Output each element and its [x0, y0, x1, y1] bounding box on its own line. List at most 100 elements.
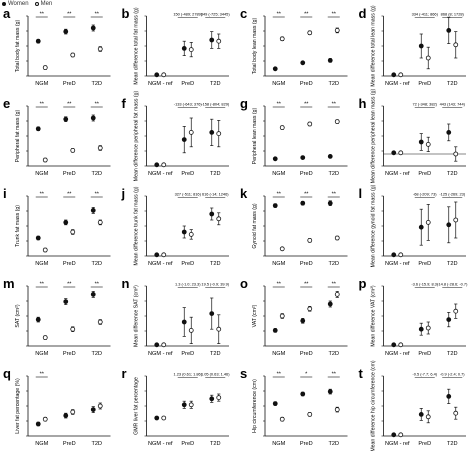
- point-men: [97, 219, 103, 225]
- point-men: [279, 416, 285, 422]
- sig-label: **: [304, 12, 309, 18]
- sig-label: **: [95, 12, 100, 18]
- point-men: [279, 246, 285, 252]
- point-women: [327, 58, 333, 63]
- point-women: [181, 46, 187, 51]
- point-men: [42, 335, 48, 341]
- annotation-label: 72 (-348; 382): [413, 102, 438, 107]
- sig-label: **: [332, 12, 337, 18]
- sig-label: *: [305, 372, 308, 378]
- sig-label: **: [332, 102, 337, 108]
- panel-label: k: [240, 186, 248, 201]
- sig-label: **: [277, 102, 282, 108]
- x-tick-label: NGM: [272, 261, 285, 267]
- panel-label: g: [240, 96, 248, 111]
- x-tick-label: PreD: [300, 351, 313, 357]
- point-women: [209, 211, 215, 217]
- point-men: [307, 30, 313, 36]
- x-tick-label: T2D: [328, 171, 339, 177]
- x-tick-label: PreD: [63, 441, 76, 447]
- point-men: [398, 432, 404, 438]
- y-axis-label: Total body fat mass (g): [15, 19, 21, 72]
- point-women: [90, 25, 96, 31]
- x-tick-label: PreD: [300, 261, 313, 267]
- point-men: [334, 27, 340, 33]
- point-women: [181, 229, 187, 235]
- point-men: [453, 217, 459, 223]
- point-men: [188, 402, 194, 408]
- y-axis-label: Mean difference hip circumference (cm): [371, 360, 377, 451]
- annotation-label: 19.5 (-0.9; 39.9): [201, 282, 229, 287]
- x-tick-label: NGM - ref: [385, 261, 410, 267]
- point-men: [334, 407, 340, 413]
- x-tick-label: NGM: [35, 171, 48, 177]
- point-men: [216, 38, 222, 44]
- x-tick-label: NGM - ref: [385, 171, 410, 177]
- x-tick-label: T2D: [328, 441, 339, 447]
- annotation-label: 616 (-14; 1246): [202, 192, 229, 197]
- x-tick-label: T2D: [328, 261, 339, 267]
- panel-q: q Liver fat percentage (%) NGM PreD T2D **: [3, 366, 111, 447]
- panel-label: l: [359, 186, 363, 201]
- x-tick-label: NGM - ref: [148, 81, 173, 87]
- x-tick-label: T2D: [328, 351, 339, 357]
- point-men: [161, 72, 167, 78]
- x-tick-label: NGM - ref: [385, 81, 410, 87]
- x-tick-label: T2D: [447, 441, 458, 447]
- point-men: [70, 409, 76, 415]
- y-axis-label: VAT (cm²): [252, 304, 258, 327]
- panel-l: l Mean difference gynoid fat mass (g) NGM …: [359, 184, 466, 267]
- x-tick-label: NGM: [272, 81, 285, 87]
- point-men: [216, 216, 222, 222]
- point-women: [300, 60, 306, 66]
- panel-label: r: [122, 366, 127, 381]
- point-men: [97, 403, 103, 409]
- point-women: [90, 115, 96, 121]
- point-men: [307, 121, 313, 127]
- panel-b: b Mean difference total fat mass (g) NGM -…: [122, 6, 231, 87]
- x-tick-label: T2D: [447, 171, 458, 177]
- point-men: [42, 247, 48, 253]
- point-men: [334, 291, 340, 297]
- sig-label: **: [40, 102, 45, 108]
- y-axis-label: SAT (cm²): [15, 304, 21, 327]
- panel-label: b: [122, 6, 130, 21]
- point-women: [90, 207, 96, 213]
- point-men: [70, 229, 76, 235]
- panel-label: e: [3, 96, 10, 111]
- panel-label: d: [359, 6, 367, 21]
- point-women: [272, 327, 278, 333]
- point-women: [327, 301, 333, 307]
- annotation-label: 349 (-725; 3445): [201, 12, 230, 17]
- sig-label: **: [40, 282, 45, 288]
- point-women: [418, 43, 424, 49]
- point-women: [181, 402, 187, 408]
- point-women: [327, 153, 333, 159]
- x-tick-label: PreD: [300, 81, 313, 87]
- panel-label: j: [121, 186, 126, 201]
- point-women: [272, 156, 278, 162]
- panel-i: i Trunk fat mass (g) NGM PreD T2D ** ** **: [3, 186, 111, 267]
- y-axis-label: Peripheral fat mass (g): [15, 109, 21, 162]
- point-men: [398, 150, 404, 156]
- point-men: [425, 141, 431, 147]
- point-women: [209, 37, 215, 43]
- point-women: [35, 421, 41, 427]
- point-men: [42, 157, 48, 163]
- point-men: [188, 129, 194, 135]
- y-axis-label: Mean difference trunk fat mass (g): [134, 186, 140, 265]
- point-women: [327, 200, 333, 206]
- x-tick-label: T2D: [447, 261, 458, 267]
- point-men: [398, 252, 404, 258]
- panel-r: r GMR liver fat percentage NGM - ref PreD T2…: [122, 366, 231, 447]
- annotation-label: -14.8 (-28.6; -0.7): [437, 282, 468, 287]
- point-men: [42, 416, 48, 422]
- point-women: [391, 252, 397, 258]
- point-men: [161, 342, 167, 348]
- point-women: [446, 317, 452, 323]
- x-tick-label: NGM: [35, 351, 48, 357]
- point-women: [446, 393, 452, 399]
- x-tick-label: PreD: [63, 351, 76, 357]
- point-women: [391, 432, 397, 438]
- panel-label: q: [3, 366, 11, 381]
